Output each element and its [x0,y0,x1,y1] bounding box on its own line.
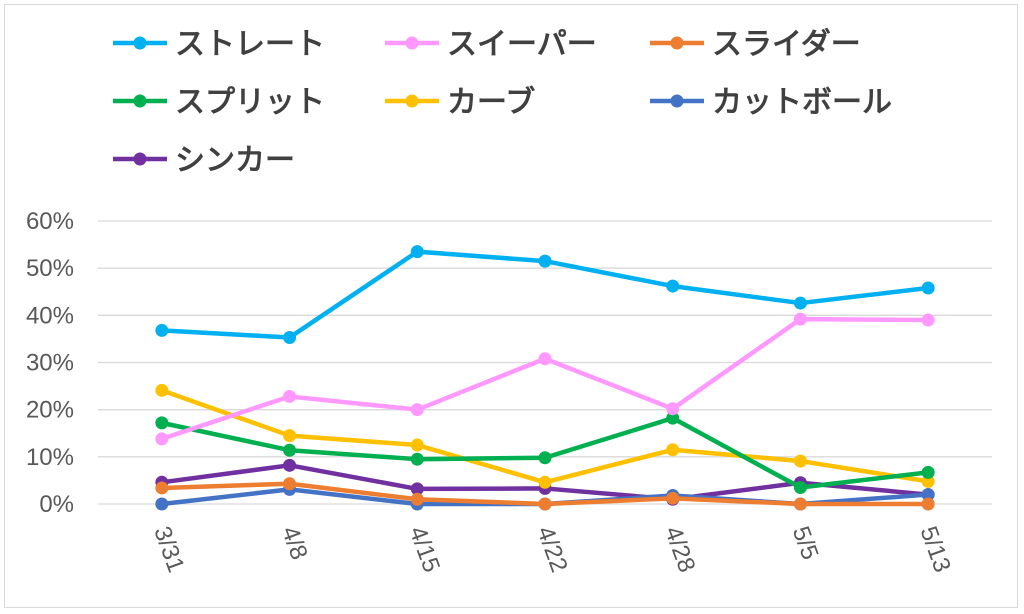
data-point [155,432,169,446]
data-point [538,451,552,465]
legend-label: スイーパー [447,27,597,62]
data-point [921,488,935,502]
data-point [793,497,807,511]
y-tick-label: 0% [39,491,74,518]
data-point [666,443,680,457]
data-point [793,312,807,326]
legend-swatch-marker [133,152,147,166]
x-tick-label: 4/8 [276,523,313,564]
legend-item: スライダー [650,27,861,62]
data-point [538,254,552,268]
legend-item: シンカー [113,143,295,178]
data-point [538,475,552,489]
legend-swatch-marker [670,94,684,108]
data-point [155,481,169,495]
series-1 [155,312,935,446]
legend-item: カットボール [650,85,892,120]
data-point [921,465,935,479]
legend-swatch-marker [133,94,147,108]
y-axis-tick-labels: 0% 10% 20% 30% 40% 50% 60% [26,208,74,518]
legend-label: スプリット [175,85,325,120]
chart-frame [4,4,1018,608]
y-tick-label: 20% [26,397,74,424]
data-point [410,452,424,466]
x-tick-label: 5/5 [787,523,824,564]
legend-item: ストレート [113,27,325,62]
legend-item: カーブ [385,85,535,120]
data-point [155,323,169,337]
data-point [283,477,297,491]
y-tick-label: 10% [26,444,74,471]
data-point [793,296,807,310]
data-point [793,480,807,494]
data-point [666,402,680,416]
data-point [410,492,424,506]
legend-swatch-marker [670,36,684,50]
data-point [666,491,680,505]
series-0 [155,245,935,345]
y-tick-label: 30% [26,350,74,377]
series-2 [155,477,935,511]
series-4 [155,383,935,489]
legend-swatch-marker [405,36,419,50]
y-tick-label: 50% [26,255,74,282]
data-point [283,429,297,443]
data-point [155,416,169,430]
data-point [921,313,935,327]
data-point [155,497,169,511]
y-tick-label: 60% [26,208,74,235]
legend-label: カットボール [712,85,892,120]
legend-item: スプリット [113,85,325,120]
x-axis-tick-labels: 3/31 4/8 4/15 4/22 4/28 5/5 5/13 [148,523,956,576]
x-tick-label: 4/15 [404,523,445,576]
x-tick-label: 4/28 [659,523,700,576]
series-lines [155,245,935,511]
data-point [538,352,552,366]
series-3 [155,411,935,494]
legend-label: スライダー [712,27,861,62]
data-point [283,389,297,403]
legend-label: シンカー [175,143,295,178]
data-point [921,281,935,295]
legend-swatch-marker [405,94,419,108]
legend-swatch-marker [133,36,147,50]
data-point [410,403,424,417]
data-point [283,458,297,472]
legend-label: カーブ [447,85,535,120]
legend-label: ストレート [175,27,325,62]
data-point [283,331,297,345]
data-point [538,497,552,511]
data-point [283,443,297,457]
y-tick-label: 40% [26,302,74,329]
data-point [410,482,424,496]
data-point [666,411,680,425]
x-tick-label: 4/22 [531,523,572,576]
data-point [921,497,935,511]
data-point [921,474,935,488]
data-point [666,279,680,293]
legend-item: スイーパー [385,27,597,62]
data-point [155,383,169,397]
x-tick-label: 3/31 [148,523,189,576]
x-tick-label: 5/13 [915,523,956,576]
data-point [793,454,807,468]
data-point [410,245,424,259]
data-point [410,438,424,452]
